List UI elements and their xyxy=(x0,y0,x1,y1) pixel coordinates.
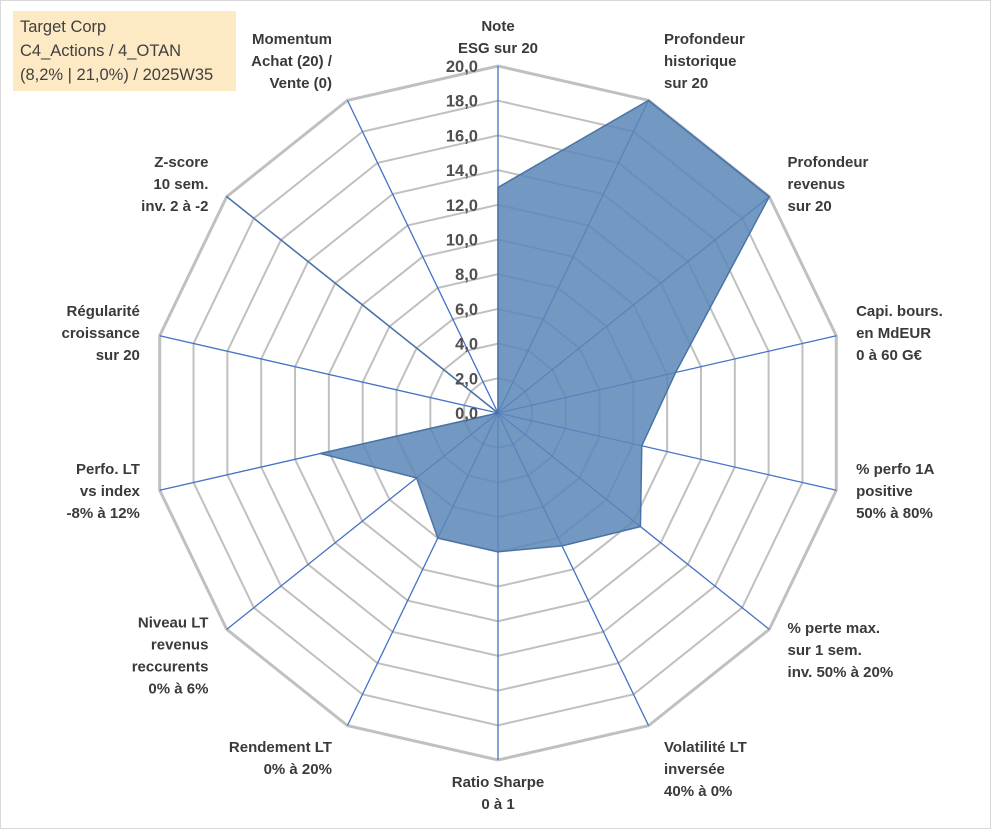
axis-label: Volatilité LT inversée 40% à 0% xyxy=(664,739,747,800)
axis-label: Régularité croissance sur 20 xyxy=(62,303,140,364)
axis-label: Capi. bours. en MdEUR 0 à 60 G€ xyxy=(856,303,943,364)
axis-label: % perte max. sur 1 sem. inv. 50% à 20% xyxy=(788,620,894,681)
axis-label: Momentum Achat (20) / Vente (0) xyxy=(251,31,333,92)
axis-label: Niveau LT revenus reccurents 0% à 6% xyxy=(132,614,209,697)
tick-label: 8,0 xyxy=(455,266,478,284)
tick-label: 20,0 xyxy=(446,58,478,76)
axis-label: Profondeur historique sur 20 xyxy=(664,31,745,92)
axis-label: Profondeur revenus sur 20 xyxy=(788,154,869,215)
tick-layer: 0,0 2,0 4,0 6,0 8,0 10,0 12,0 14,0 16,0 18,0 20,0 xyxy=(446,58,478,423)
axis-spoke xyxy=(346,100,499,414)
period-label: (8,2% | 21,0%) / 2025W35 xyxy=(20,66,214,84)
axis-label: % perfo 1A positive 50% à 80% xyxy=(856,461,935,522)
tick-label: 4,0 xyxy=(455,336,478,354)
label-layer: Note ESG sur 20 Profondeur historique sur 20… xyxy=(62,18,943,813)
tick-label: 10,0 xyxy=(446,232,478,250)
tick-label: 14,0 xyxy=(446,162,478,180)
series-area xyxy=(225,99,771,553)
axis-spoke xyxy=(159,335,499,414)
tick-label: 6,0 xyxy=(455,301,478,319)
tick-label: 2,0 xyxy=(455,370,478,388)
series-layer xyxy=(225,99,771,553)
axis-label: Ratio Sharpe 0 à 1 xyxy=(452,774,545,813)
info-box: Target Corp C4_Actions / 4_OTAN (8,2% | … xyxy=(13,11,236,91)
tick-label: 0,0 xyxy=(455,405,478,423)
tick-label: 12,0 xyxy=(446,197,478,215)
axis-label: Note ESG sur 20 xyxy=(458,18,538,57)
category-label: C4_Actions / 4_OTAN xyxy=(20,42,182,60)
tick-label: 18,0 xyxy=(446,93,478,111)
company-name: Target Corp xyxy=(20,18,107,36)
axis-label: Perfo. LT vs index -8% à 12% xyxy=(67,461,141,522)
axis-label: Z-score 10 sem. inv. 2 à -2 xyxy=(141,154,208,215)
tick-label: 16,0 xyxy=(446,127,478,145)
axis-label: Rendement LT 0% à 20% xyxy=(229,739,332,778)
